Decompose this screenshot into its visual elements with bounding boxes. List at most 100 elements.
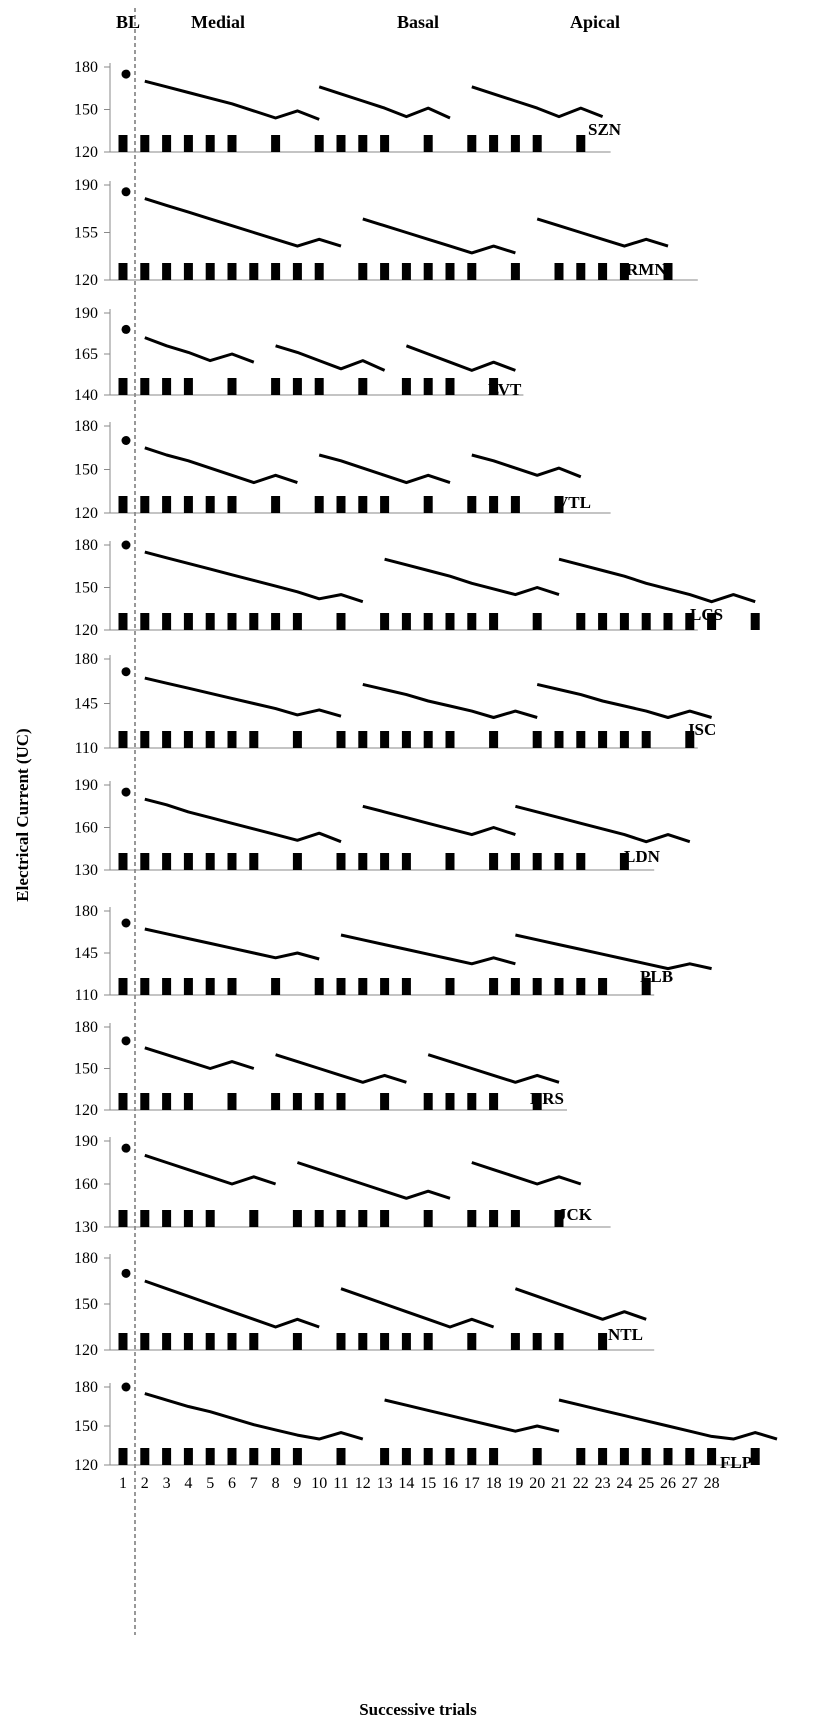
- response-bar: [118, 1333, 128, 1350]
- baseline-point: [121, 69, 131, 79]
- response-bar: [205, 731, 215, 748]
- series-line: [144, 1153, 277, 1186]
- response-bar: [118, 1448, 128, 1465]
- response-bar: [358, 853, 368, 870]
- response-bar: [118, 853, 128, 870]
- response-bar: [489, 1210, 499, 1227]
- series-line: [275, 344, 386, 372]
- response-bar: [489, 1448, 499, 1465]
- series-line: [144, 79, 320, 121]
- response-bar: [401, 731, 411, 748]
- response-bar: [227, 135, 237, 152]
- y-tick-label: 130: [74, 1219, 98, 1236]
- response-bar: [467, 135, 477, 152]
- response-bar: [183, 135, 193, 152]
- response-bar: [205, 613, 215, 630]
- response-bar: [598, 1333, 608, 1350]
- response-bar: [227, 263, 237, 280]
- response-bar: [598, 613, 608, 630]
- response-bar: [358, 378, 368, 395]
- x-tick-label: 18: [486, 1475, 502, 1492]
- x-tick-label: 25: [638, 1475, 654, 1492]
- response-bar: [750, 613, 760, 630]
- subject-label: SZN: [588, 120, 622, 139]
- series-line: [296, 1161, 451, 1200]
- response-bar: [292, 263, 302, 280]
- response-bar: [314, 263, 324, 280]
- baseline-point: [121, 540, 131, 550]
- response-bar: [423, 613, 433, 630]
- series-line: [558, 557, 756, 604]
- response-bar: [663, 1448, 673, 1465]
- response-bar: [641, 978, 651, 995]
- response-bar: [532, 853, 542, 870]
- y-tick-label: 180: [74, 651, 98, 668]
- y-tick-label: 120: [74, 505, 98, 522]
- x-tick-label: 9: [293, 1475, 301, 1492]
- response-bar: [423, 731, 433, 748]
- x-tick-label: 4: [184, 1475, 192, 1492]
- y-tick-label: 140: [74, 387, 98, 404]
- y-tick-label: 145: [74, 696, 98, 713]
- response-bar: [205, 1210, 215, 1227]
- response-bar: [336, 1448, 346, 1465]
- response-bar: [183, 1448, 193, 1465]
- y-tick-label: 190: [74, 777, 98, 794]
- response-bar: [401, 853, 411, 870]
- x-tick-label: 11: [333, 1475, 348, 1492]
- response-bar: [183, 1093, 193, 1110]
- response-bar: [576, 853, 586, 870]
- response-bar: [271, 378, 281, 395]
- y-tick-label: 180: [74, 903, 98, 920]
- response-bar: [554, 1333, 564, 1350]
- series-line: [362, 217, 516, 255]
- response-bar: [532, 1448, 542, 1465]
- x-tick-label: 2: [141, 1475, 149, 1492]
- response-bar: [380, 1448, 390, 1465]
- y-tick-label: 180: [74, 59, 98, 76]
- response-bar: [162, 263, 172, 280]
- response-bar: [118, 263, 128, 280]
- y-tick-label: 160: [74, 820, 98, 837]
- panel-szn: 180 150 120 SZN: [74, 59, 622, 161]
- response-bar: [576, 613, 586, 630]
- response-bar: [423, 1210, 433, 1227]
- series-line: [275, 1053, 407, 1084]
- panel-flp: 180 150 120 FLP: [74, 1379, 778, 1474]
- phase-label-basal: Basal: [397, 12, 439, 32]
- series-line: [515, 933, 712, 971]
- response-bar: [489, 1093, 499, 1110]
- response-bar: [467, 1093, 477, 1110]
- response-bar: [162, 496, 172, 513]
- series-line: [144, 1046, 255, 1070]
- x-tick-label: 16: [442, 1475, 458, 1492]
- response-bar: [707, 1448, 717, 1465]
- response-bar: [445, 978, 455, 995]
- series-line: [405, 344, 516, 372]
- response-bar: [183, 613, 193, 630]
- baseline-point: [121, 436, 131, 445]
- response-bar: [619, 613, 629, 630]
- series-line: [144, 1392, 364, 1441]
- response-bar: [314, 496, 324, 513]
- series-line: [318, 453, 451, 485]
- x-tick-label: 5: [206, 1475, 214, 1492]
- series-line: [144, 676, 342, 718]
- response-bar: [140, 263, 150, 280]
- response-bar: [140, 731, 150, 748]
- y-axis-label: Electrical Current (UC): [13, 728, 32, 901]
- response-bar: [467, 613, 477, 630]
- x-tick-label: 20: [529, 1475, 545, 1492]
- y-tick-label: 120: [74, 1342, 98, 1359]
- response-bar: [445, 853, 455, 870]
- response-bar: [183, 978, 193, 995]
- response-bar: [358, 1333, 368, 1350]
- response-bar: [140, 1093, 150, 1110]
- response-bar: [183, 496, 193, 513]
- response-bar: [380, 978, 390, 995]
- response-bar: [118, 1093, 128, 1110]
- series-line: [536, 217, 669, 248]
- response-bar: [271, 135, 281, 152]
- series-line: [144, 797, 342, 844]
